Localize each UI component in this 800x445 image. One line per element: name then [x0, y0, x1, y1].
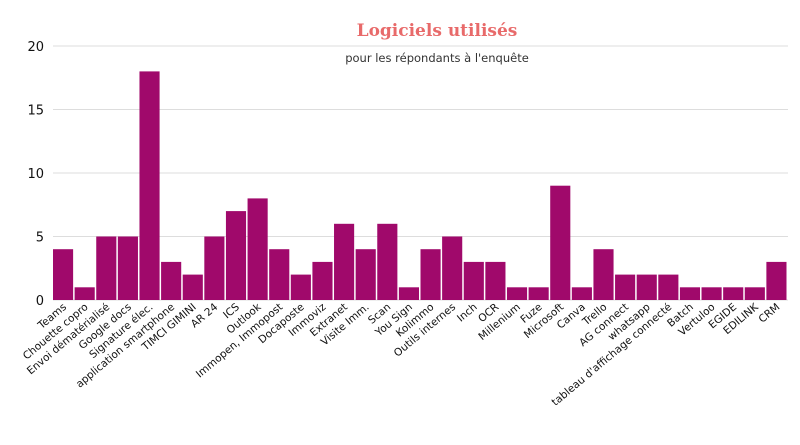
bar [679, 287, 701, 300]
bar [550, 185, 571, 300]
x-tick-label: Inch [455, 301, 480, 324]
bar [463, 261, 484, 300]
bar [247, 198, 268, 300]
bar [355, 249, 376, 300]
bar [723, 287, 744, 300]
y-axis-ticks: 0 5 10 15 20 [27, 40, 44, 309]
bar [96, 236, 117, 300]
bar [744, 287, 765, 300]
bar [53, 249, 74, 300]
bar [74, 287, 95, 300]
y-tick-label: 10 [27, 167, 44, 182]
bar [161, 261, 182, 300]
bar [312, 261, 333, 300]
bar [442, 236, 463, 300]
bar [506, 287, 528, 300]
chart-subtitle: pour les répondants à l'enquête [345, 51, 529, 65]
y-tick-label: 15 [27, 104, 44, 119]
bar [139, 71, 160, 301]
bar [334, 223, 355, 300]
bar [290, 274, 311, 300]
y-tick-label: 20 [27, 40, 44, 55]
bar [571, 287, 592, 300]
bar [658, 274, 679, 300]
bar [182, 274, 203, 300]
bar [398, 287, 419, 300]
bar [420, 249, 441, 300]
bar [636, 274, 657, 300]
y-tick-label: 0 [36, 294, 44, 309]
bar [377, 223, 398, 300]
bar [225, 211, 247, 300]
y-tick-label: 5 [36, 231, 44, 246]
chart-title: Logiciels utilisés [357, 21, 518, 41]
bar [485, 261, 506, 300]
x-tick-label: CRM [757, 301, 783, 325]
bars [53, 71, 787, 301]
bar [593, 249, 614, 300]
bar [269, 249, 290, 300]
bar [204, 236, 225, 300]
bar [615, 274, 636, 300]
bar [117, 236, 138, 300]
bar [528, 287, 549, 300]
bar [766, 261, 787, 300]
bar [701, 287, 722, 300]
